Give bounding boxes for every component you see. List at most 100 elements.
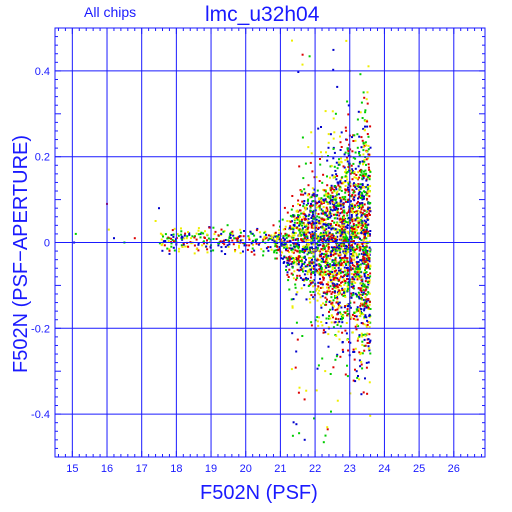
data-point — [309, 280, 312, 283]
x-tick-label: 22 — [309, 463, 321, 475]
data-point — [332, 176, 335, 179]
data-point — [307, 270, 310, 273]
data-point — [306, 223, 309, 226]
data-point — [278, 238, 281, 241]
data-point — [322, 258, 324, 261]
data-point — [365, 144, 368, 147]
data-point — [170, 242, 173, 245]
data-point — [364, 229, 366, 232]
data-point — [294, 218, 297, 221]
data-point — [349, 237, 352, 240]
data-point — [228, 243, 231, 246]
data-point — [320, 126, 322, 128]
data-point — [212, 226, 215, 229]
data-point — [324, 331, 327, 334]
data-point — [330, 292, 333, 295]
data-point — [340, 161, 343, 164]
data-point — [351, 203, 354, 205]
data-point — [341, 280, 344, 283]
data-point — [365, 361, 368, 364]
data-point — [332, 316, 334, 319]
data-point — [307, 218, 310, 221]
data-point — [327, 249, 330, 252]
data-point — [357, 183, 360, 186]
data-point — [347, 286, 350, 289]
data-point — [338, 196, 341, 199]
data-point — [297, 199, 300, 202]
data-point — [297, 247, 300, 250]
data-point — [242, 235, 245, 238]
data-point — [335, 274, 338, 276]
data-point — [282, 245, 285, 248]
data-point — [359, 174, 362, 176]
data-point — [278, 237, 281, 240]
data-point — [362, 293, 365, 296]
data-point — [354, 167, 357, 170]
data-point — [364, 269, 366, 272]
data-point — [339, 200, 342, 203]
data-point — [340, 313, 343, 316]
data-point — [366, 319, 369, 322]
data-point — [262, 250, 265, 253]
data-point — [333, 151, 336, 154]
data-point — [312, 285, 315, 288]
data-point — [347, 240, 350, 243]
data-point — [321, 283, 324, 286]
data-point — [352, 240, 355, 243]
data-point — [330, 214, 333, 217]
data-point — [356, 309, 359, 312]
data-point — [238, 235, 241, 238]
data-point — [329, 189, 332, 192]
data-point — [367, 291, 370, 294]
data-point — [292, 205, 294, 208]
data-point — [331, 200, 334, 203]
data-point — [267, 234, 270, 237]
data-point — [173, 249, 176, 252]
data-point — [251, 232, 254, 235]
data-point — [193, 236, 196, 239]
data-point — [356, 256, 359, 259]
data-point — [312, 191, 315, 194]
data-point — [340, 262, 343, 265]
data-point — [306, 242, 309, 245]
data-point — [275, 257, 278, 260]
data-point — [335, 206, 337, 209]
data-point — [320, 248, 323, 251]
data-point — [258, 242, 261, 245]
data-point — [312, 252, 315, 255]
data-point — [355, 248, 358, 250]
data-point — [360, 259, 363, 262]
data-point — [310, 196, 313, 199]
data-point — [286, 249, 289, 252]
data-point — [343, 288, 346, 291]
data-point — [302, 216, 305, 218]
data-point — [366, 208, 369, 211]
data-point — [248, 236, 251, 239]
data-point — [296, 291, 299, 294]
data-point — [317, 281, 320, 284]
data-point — [256, 238, 258, 241]
data-point — [344, 189, 347, 192]
data-point — [291, 39, 293, 42]
data-point — [318, 222, 321, 225]
data-point — [294, 226, 297, 229]
data-point — [337, 304, 340, 307]
data-point — [346, 285, 349, 288]
data-point — [286, 245, 289, 248]
data-point — [352, 140, 355, 142]
data-point — [321, 286, 324, 289]
data-point — [346, 303, 349, 306]
data-point — [308, 213, 311, 216]
data-point — [342, 239, 345, 242]
data-point — [334, 275, 337, 278]
data-point — [339, 149, 342, 151]
data-point — [369, 275, 372, 278]
data-point — [337, 262, 340, 265]
data-point — [304, 270, 307, 272]
data-point — [368, 267, 371, 270]
data-point — [366, 176, 369, 179]
data-point — [301, 224, 303, 227]
data-point — [331, 271, 334, 274]
data-point — [352, 351, 355, 353]
data-point — [318, 269, 321, 272]
